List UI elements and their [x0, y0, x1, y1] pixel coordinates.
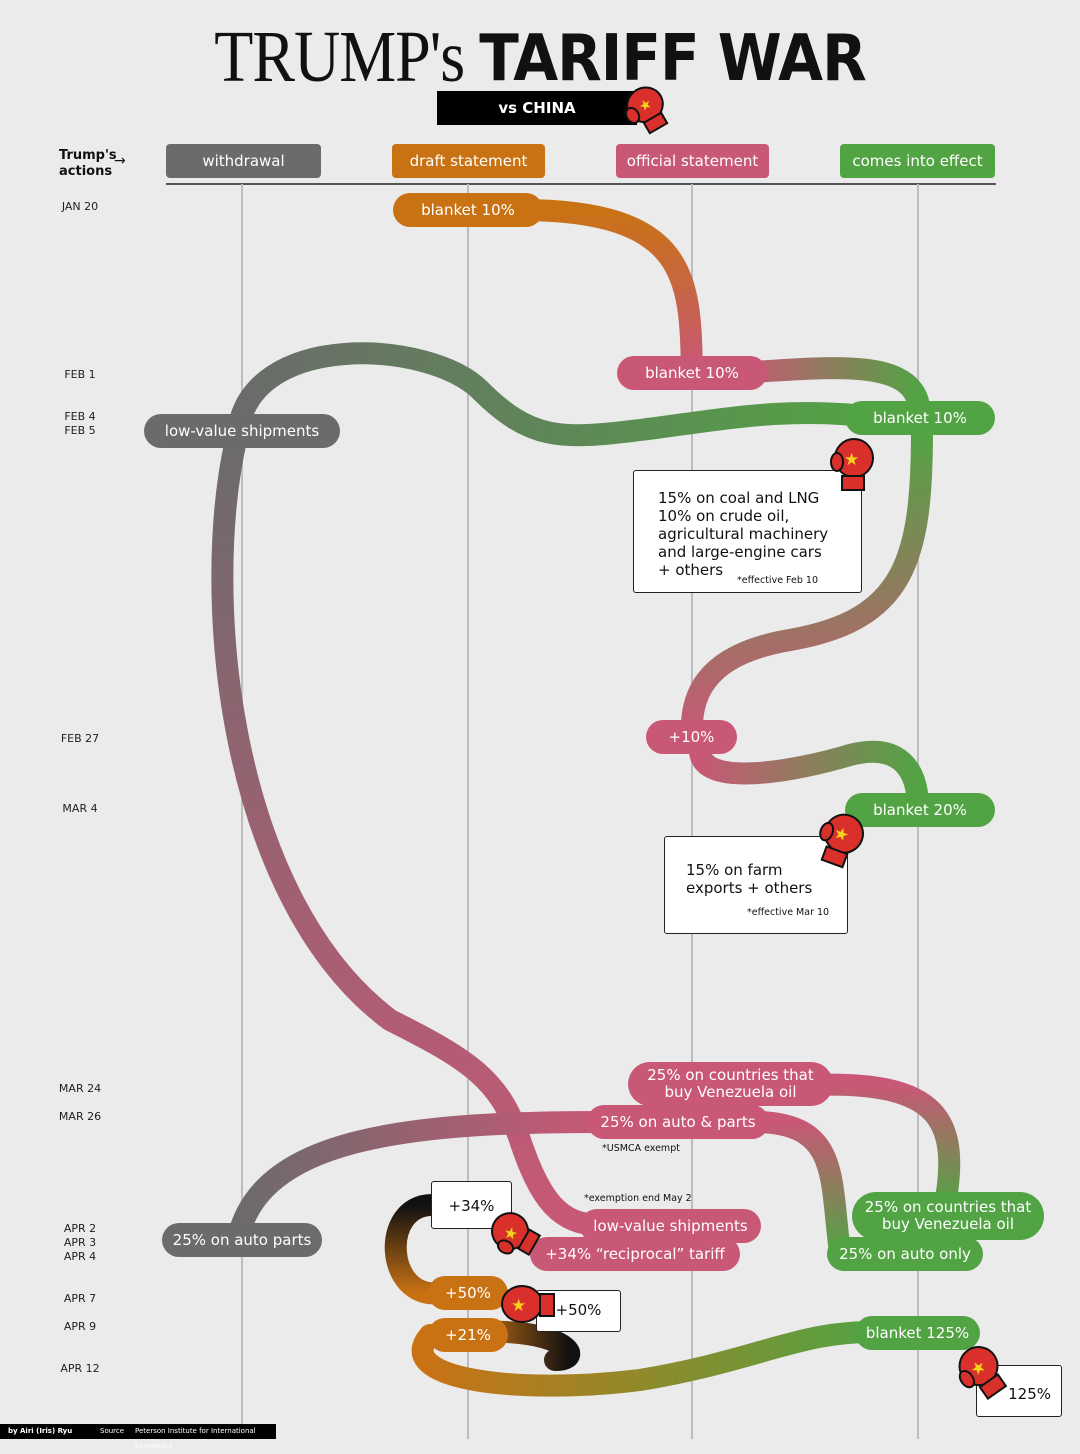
date-label: APR 12: [60, 1362, 100, 1375]
column-header-withdrawal: withdrawal: [166, 144, 321, 178]
title-part2: TARIFF WAR: [479, 20, 867, 96]
date-label: APR 4: [63, 1250, 97, 1263]
boxing-glove-icon: ★: [830, 438, 874, 491]
event-pill-effect: blanket 10%: [845, 401, 995, 435]
column-header-official: official statement: [616, 144, 769, 178]
boxing-glove-icon: ★: [491, 1212, 542, 1257]
boxing-glove-icon: ★: [501, 1285, 555, 1323]
source-name: Peterson Institute for International Eco…: [135, 1427, 256, 1450]
svg-text:★: ★: [830, 823, 851, 847]
author-credit: by Airi (Iris) Ryu: [8, 1427, 73, 1435]
subtitle-banner: vs CHINA: [437, 91, 637, 125]
event-pill-draft: +21%: [428, 1318, 508, 1352]
actions-label: Trump's actions: [59, 148, 117, 179]
event-pill-draft: blanket 10%: [393, 193, 543, 227]
column-header-effect: comes into effect: [840, 144, 995, 178]
china-response-box: 15% on coal and LNG 10% on crude oil, ag…: [633, 470, 862, 593]
event-pill-official: 25% on countries that buy Venezuela oil: [628, 1062, 833, 1106]
svg-text:★: ★: [511, 1296, 526, 1316]
event-pill-effect: 25% on countries that buy Venezuela oil: [852, 1192, 1044, 1240]
event-pill-official: blanket 10%: [617, 356, 767, 390]
event-pill-draft: +50%: [428, 1276, 508, 1310]
event-pill-withdrawal: low-value shipments: [144, 414, 340, 448]
event-pill-official: 25% on auto & parts: [587, 1105, 769, 1139]
svg-text:★: ★: [844, 450, 859, 470]
effective-note: *effective Feb 10: [737, 575, 818, 586]
date-label: APR 2: [63, 1222, 97, 1235]
date-label: MAR 26: [58, 1110, 102, 1123]
effective-note: *effective Mar 10: [747, 907, 830, 918]
column-header-draft: draft statement: [392, 144, 545, 178]
china-response-box: 15% on farm exports + others *effective …: [664, 836, 848, 934]
date-label: APR 7: [63, 1292, 97, 1305]
infographic-title: TRUMP's TARIFF WAR: [0, 16, 1080, 97]
event-pill-official: +10%: [646, 720, 737, 754]
source-label: Source: [100, 1427, 125, 1435]
date-label: FEB 27: [60, 732, 100, 745]
boxing-glove-icon: ★: [625, 86, 669, 135]
date-label: MAR 24: [58, 1082, 102, 1095]
exemption-note: *exemption end May 2: [584, 1193, 692, 1204]
footer-credits: by Airi (Iris) Ryu Source Peterson Insti…: [0, 1424, 276, 1450]
event-pill-effect: blanket 20%: [845, 793, 995, 827]
event-pill-official: +34% “reciprocal” tariff: [530, 1237, 740, 1271]
event-pill-effect: blanket 125%: [855, 1316, 980, 1350]
date-label: FEB 5: [64, 424, 96, 437]
right-arrow-icon: →: [114, 153, 126, 169]
title-part1: TRUMP's: [214, 15, 465, 98]
date-label: FEB 1: [64, 368, 96, 381]
usmca-note: *USMCA exempt: [602, 1143, 680, 1154]
date-label: JAN 20: [61, 200, 99, 213]
event-pill-withdrawal: 25% on auto parts: [162, 1223, 322, 1257]
date-label: APR 9: [63, 1320, 97, 1333]
event-pill-effect: 25% on auto only: [827, 1237, 983, 1271]
date-label: MAR 4: [62, 802, 98, 815]
date-label: APR 3: [63, 1236, 97, 1249]
boxing-glove-icon: ★: [819, 813, 864, 869]
boxing-glove-icon: ★: [958, 1346, 1008, 1401]
date-label: FEB 4: [64, 410, 96, 423]
